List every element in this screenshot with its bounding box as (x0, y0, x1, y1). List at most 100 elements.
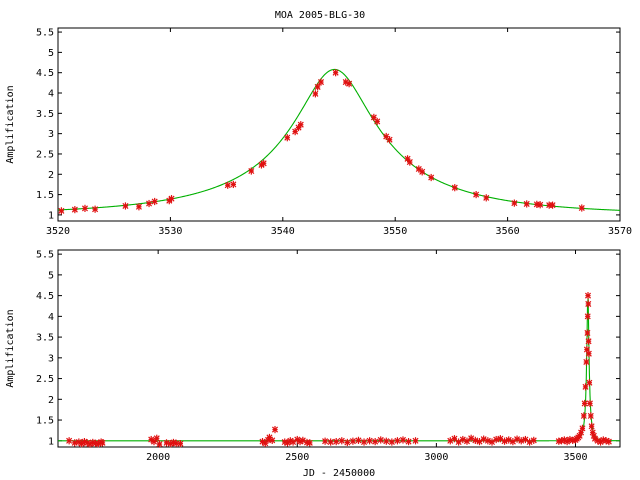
top-data-point (314, 83, 321, 91)
top-data-point (451, 184, 458, 192)
bottom-data-point (372, 438, 379, 446)
bottom-data-point (333, 438, 340, 446)
bottom-model-curve (58, 298, 620, 442)
bottom-xtick-label: 2500 (285, 452, 309, 463)
bottom-y-axis-label: Amplification (5, 309, 16, 387)
top-data-point (428, 173, 435, 182)
bottom-data-point (579, 424, 586, 432)
bottom-ytick-label: 5 (48, 270, 54, 281)
bottom-data-point (522, 435, 529, 444)
bottom-ytick-label: 3 (48, 353, 54, 364)
top-ytick-label: 2 (48, 170, 54, 181)
bottom-plot-frame (57, 249, 621, 448)
bottom-data-point (338, 437, 345, 445)
top-data-point (332, 69, 339, 77)
bottom-ytick-label: 3.5 (36, 333, 54, 344)
top-data-point (248, 167, 255, 175)
top-xtick-label: 3520 (46, 226, 70, 237)
bottom-data-point (585, 300, 592, 308)
top-data-point (122, 202, 129, 210)
bottom-xtick-label: 2000 (146, 452, 170, 463)
top-ytick-label: 2.5 (36, 149, 54, 160)
bottom-data-point (327, 438, 334, 446)
bottom-data-point (349, 437, 356, 445)
bottom-data-point (322, 437, 329, 445)
bottom-ytick-label: 1 (48, 436, 54, 447)
bottom-xtick-label: 3000 (424, 452, 448, 463)
top-data-point (135, 203, 142, 211)
bottom-data-point (177, 440, 184, 448)
top-ytick-label: 1 (48, 210, 54, 221)
bottom-data-point (153, 434, 160, 442)
bottom-data-point (583, 358, 590, 366)
bottom-data-point (585, 337, 592, 345)
bottom-data-point (581, 399, 588, 408)
bottom-xtick-label: 3500 (563, 452, 587, 463)
top-data-point (511, 199, 518, 207)
top-data-point (578, 204, 585, 212)
bottom-ytick-label: 1.5 (36, 416, 54, 427)
bottom-data-point (269, 436, 276, 444)
bottom-data-point (476, 438, 483, 446)
top-data-point (312, 90, 319, 98)
top-xtick-label: 3540 (271, 226, 295, 237)
bottom-data-point (530, 436, 537, 444)
top-data-point (317, 78, 325, 86)
bottom-data-point (344, 438, 351, 447)
top-data-point (549, 201, 556, 209)
bottom-data-point (463, 437, 471, 445)
bottom-data-point (584, 329, 591, 337)
top-model-curve (57, 68, 621, 211)
bottom-data-point (150, 438, 158, 446)
top-xtick-label: 3570 (608, 226, 632, 237)
bottom-data-point (585, 350, 592, 358)
bottom-ytick-label: 5.5 (36, 250, 54, 261)
top-data-point (406, 158, 413, 166)
top-data-point (473, 190, 480, 199)
top-data-points (58, 69, 585, 215)
bottom-data-point (501, 437, 508, 445)
bottom-data-point (361, 438, 368, 446)
top-data-point (71, 206, 78, 214)
bottom-data-point (588, 422, 595, 430)
top-data-point (81, 204, 89, 213)
top-data-point (230, 180, 237, 189)
top-ytick-label: 5.5 (36, 28, 54, 39)
bottom-data-point (306, 439, 313, 447)
top-data-point (168, 195, 175, 203)
chart-title: MOA 2005-BLG-30 (275, 10, 365, 21)
top-data-point (537, 201, 544, 209)
top-data-point (58, 207, 65, 215)
top-data-point (346, 80, 353, 88)
top-xtick-label: 3560 (496, 226, 520, 237)
bottom-ytick-label: 2 (48, 395, 54, 406)
bottom-data-point (509, 438, 516, 446)
bottom-data-point (394, 437, 401, 445)
bottom-ytick-label: 4.5 (36, 291, 54, 302)
top-data-point (224, 181, 231, 189)
top-data-point (523, 200, 530, 208)
top-ytick-label: 1.5 (36, 190, 54, 201)
top-axes: 1 1.5 2 2.5 3 3.5 4 4.5 5 5.5 3520 3530 3540 3550 3560… (36, 28, 632, 237)
bottom-data-point (584, 312, 591, 320)
bottom-data-point (587, 412, 594, 420)
top-data-point (342, 78, 349, 86)
top-data-point (374, 117, 381, 126)
bottom-data-point (377, 436, 384, 444)
top-data-point (419, 168, 426, 176)
bottom-data-point (586, 399, 593, 408)
top-data-point (297, 121, 304, 129)
bottom-axes: 1 1.5 2 2.5 3 3.5 4 4.5 5 5.5 2000 2500 3000 3500 (36, 250, 620, 463)
bottom-data-point (355, 436, 362, 444)
top-ytick-label: 5 (48, 48, 54, 59)
bottom-ytick-label: 4 (48, 312, 54, 323)
top-ytick-label: 3 (48, 129, 54, 140)
bottom-data-point (66, 437, 73, 445)
bottom-data-point (472, 436, 479, 444)
bottom-data-point (405, 438, 412, 446)
bottom-data-point (99, 439, 106, 447)
top-ytick-label: 4.5 (36, 68, 54, 79)
top-data-point (151, 197, 158, 206)
bottom-data-point (388, 438, 395, 446)
